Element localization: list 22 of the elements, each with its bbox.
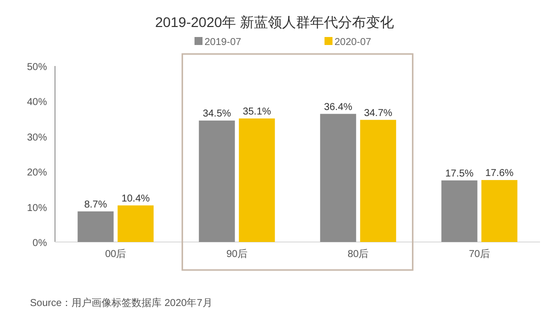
text: 34.7%: [364, 108, 392, 119]
legend-label: 2019-07: [204, 37, 242, 48]
text: 34.5%: [202, 108, 232, 120]
text: 36.4%: [324, 102, 352, 113]
text: 17.5%: [445, 168, 474, 180]
y-tick-label: 10%: [26, 202, 48, 214]
text: 17.6%: [485, 168, 514, 180]
x-tick-label: 70后: [468, 248, 490, 260]
text: 8.7%: [84, 199, 108, 210]
y-tick-label: 40%: [26, 97, 48, 108]
source-note: Source：用户画像标签数据库 2020年7月: [30, 297, 212, 309]
y-tick-label: 30%: [26, 132, 48, 144]
x-tick-label: 80后: [348, 248, 369, 260]
x-tick-label: 00后: [105, 248, 126, 260]
title: 2019-2020年 新蓝领人群年代分布变化: [155, 14, 394, 30]
y-tick-label: 20%: [26, 168, 48, 179]
x-tick-label: 90后: [226, 248, 248, 260]
text: 10.4%: [121, 193, 150, 204]
y-tick-label: 0%: [32, 238, 48, 249]
y-tick-label: 50%: [26, 62, 48, 73]
legend-label: 2020-07: [334, 37, 372, 48]
text: 35.1%: [242, 106, 272, 118]
